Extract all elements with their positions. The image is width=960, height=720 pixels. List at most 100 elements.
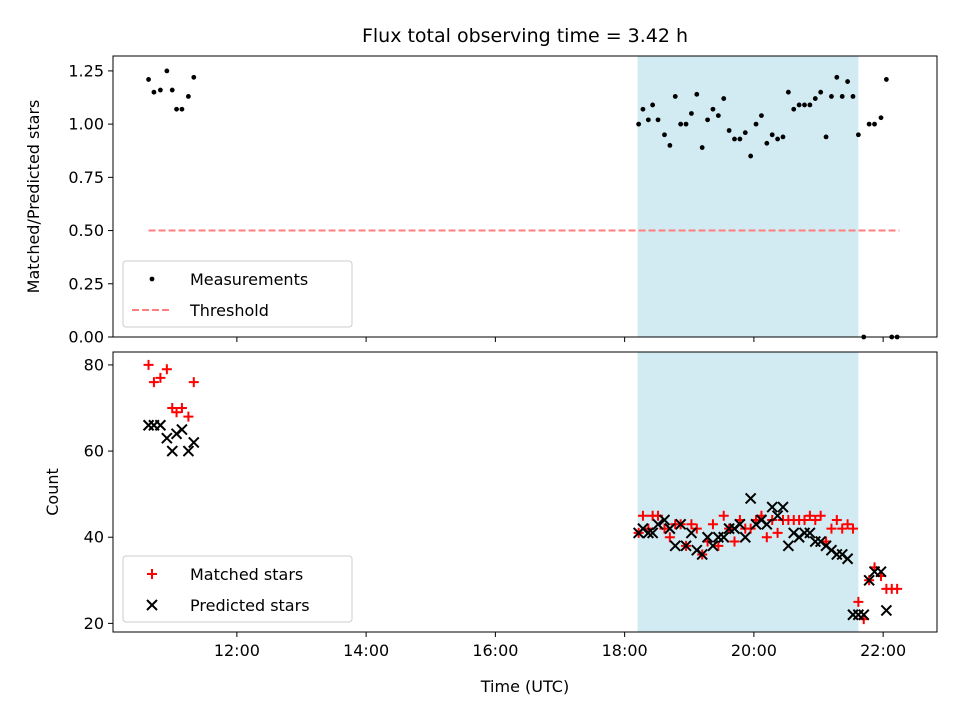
shaded-interval (637, 56, 859, 337)
data-point (842, 519, 853, 530)
data-point (782, 540, 795, 552)
data-point (804, 510, 815, 521)
data-point (863, 574, 875, 587)
data-point (812, 96, 818, 101)
data-point (176, 403, 187, 413)
data-point (823, 134, 829, 140)
data-point (642, 527, 655, 539)
data-point (713, 540, 724, 551)
data-point (804, 527, 816, 539)
y-tick-label: 0.00 (68, 328, 104, 347)
data-point (664, 532, 675, 543)
data-point (151, 89, 157, 95)
legend-label: Predicted stars (190, 596, 310, 615)
data-point (672, 94, 678, 99)
data-point (161, 432, 173, 444)
data-point (696, 548, 708, 561)
data-point (155, 372, 166, 383)
data-point (878, 115, 884, 121)
data-point (847, 523, 858, 534)
legend-box (122, 555, 353, 623)
legend-label: Threshold (189, 301, 269, 320)
x-tick-label: 16:00 (472, 641, 518, 660)
shaded-interval (637, 352, 859, 632)
data-point (705, 117, 710, 123)
data-point (685, 527, 698, 539)
x-tick-label: 14:00 (343, 641, 389, 660)
data-point (734, 518, 746, 531)
data-point (829, 94, 834, 99)
data-point (841, 553, 854, 565)
data-point (799, 515, 810, 525)
data-point (637, 510, 648, 521)
data-point (707, 519, 718, 530)
legend: Matched stars Predicted stars (122, 555, 353, 623)
legend: Measurements Threshold (122, 260, 353, 328)
chart-title: Flux total observing time = 3.42 h (362, 25, 688, 47)
x-axis-label: Time (UTC) (480, 677, 569, 696)
data-point (188, 436, 200, 449)
data-point (796, 102, 802, 108)
data-point (850, 94, 856, 99)
data-point (171, 407, 182, 418)
y-tick-label: 20 (84, 614, 104, 633)
data-point (157, 87, 163, 93)
data-point (818, 89, 824, 95)
data-point (737, 136, 743, 142)
legend-swatch (146, 599, 158, 611)
data-point (742, 130, 748, 136)
data-point (185, 94, 191, 99)
data-point (669, 540, 681, 552)
data-point (721, 96, 727, 101)
y-tick-label: 0.75 (68, 168, 104, 187)
data-point (739, 531, 751, 543)
y-tick-label: 60 (84, 442, 104, 461)
y-tick-label: 40 (84, 528, 104, 547)
data-point (853, 596, 864, 607)
data-point (169, 87, 175, 93)
data-point (777, 501, 789, 513)
data-point (866, 121, 872, 127)
x-tick-label: 18:00 (602, 641, 648, 660)
data-point (686, 519, 697, 530)
data-point (701, 531, 714, 543)
data-point (834, 74, 840, 80)
data-point (683, 121, 689, 127)
data-point (694, 91, 700, 97)
data-point (678, 121, 684, 127)
y-tick-label: 1.25 (68, 61, 104, 80)
y-tick-label: 0.25 (68, 274, 104, 293)
axes-frame (112, 55, 938, 338)
data-point (710, 106, 716, 112)
data-point (858, 609, 870, 621)
counts-panel: 20 40 60 80 12:00 14:00 16:00 18:00 20:00 22:00 Co… (43, 351, 938, 660)
data-point (188, 377, 199, 388)
data-point (183, 411, 194, 422)
data-point (699, 145, 705, 150)
data-point (883, 77, 889, 82)
data-point (143, 359, 154, 370)
data-point (636, 121, 642, 127)
data-point (191, 74, 197, 80)
data-point (845, 79, 850, 84)
data-point (753, 121, 759, 127)
data-point (650, 102, 656, 108)
y-axis-label: Count (43, 468, 62, 516)
data-point (748, 153, 754, 159)
data-point (780, 134, 786, 140)
series-measurements (146, 68, 900, 340)
data-point (646, 527, 659, 539)
data-point (855, 132, 861, 138)
data-point (892, 583, 903, 594)
legend-box (122, 260, 353, 328)
data-point (764, 140, 770, 146)
data-point (662, 132, 667, 138)
data-point (729, 536, 740, 547)
data-point (831, 515, 842, 525)
data-point (761, 518, 773, 531)
data-point (161, 364, 172, 375)
legend-swatch (147, 569, 157, 579)
y-tick-label: 1.00 (68, 115, 104, 134)
data-point (179, 106, 185, 112)
